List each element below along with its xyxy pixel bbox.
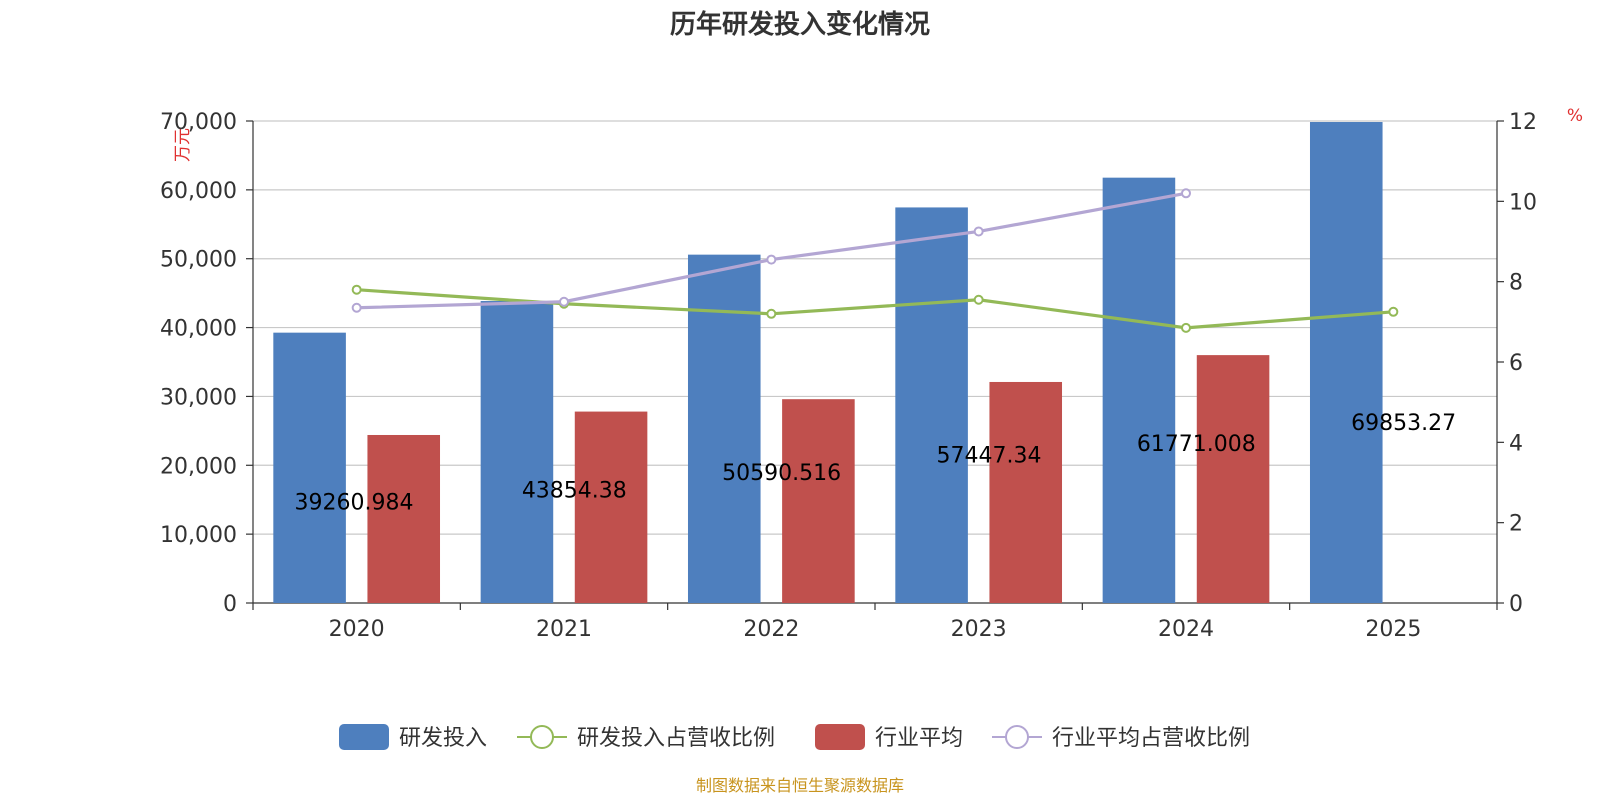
bar-rd-investment xyxy=(895,207,968,604)
bar-data-label: 43854.38 xyxy=(522,478,627,503)
left-tick-label: 30,000 xyxy=(160,385,237,410)
left-tick-label: 70,000 xyxy=(160,110,237,135)
bar-data-label: 50590.516 xyxy=(722,461,841,486)
line-point xyxy=(1388,306,1399,317)
left-tick-label: 0 xyxy=(223,592,237,617)
bar-data-label: 57447.34 xyxy=(936,443,1041,468)
bar-industry-average xyxy=(782,399,855,603)
bar-industry-average xyxy=(989,381,1063,603)
legend-label: 行业平均占营收比例 xyxy=(1052,726,1250,751)
x-tick-label: 2021 xyxy=(536,617,592,642)
right-tick-label: 10 xyxy=(1509,190,1537,215)
bar-rd-investment xyxy=(273,332,346,603)
line-point xyxy=(766,308,777,319)
legend-item[interactable]: 行业平均 xyxy=(815,724,963,751)
left-tick-label: 60,000 xyxy=(160,179,237,204)
legend-item[interactable]: 行业平均占营收比例 xyxy=(992,725,1250,751)
bar-data-label: 61771.008 xyxy=(1137,432,1256,457)
left-tick-label: 10,000 xyxy=(160,523,237,548)
line-industry-ratio xyxy=(356,191,1187,310)
line-point xyxy=(766,254,777,265)
line-point xyxy=(559,296,569,307)
legend-item[interactable]: 研发投入占营收比例 xyxy=(517,725,775,751)
line-point xyxy=(351,284,362,295)
data-labels: 39260.984 43854.38 50590.516 57447.34 61771.… xyxy=(294,411,1456,515)
left-tick-label: 20,000 xyxy=(160,454,237,479)
legend-swatch-bar xyxy=(815,724,865,750)
x-tick-label: 2020 xyxy=(329,617,385,642)
line-point xyxy=(1181,188,1191,199)
bar-industry-average xyxy=(1196,355,1270,603)
legend[interactable]: 研发投入 研发投入占营收比例 行业平均 行业平均占营收比例 xyxy=(339,724,1250,751)
bar-rd-investment xyxy=(1102,177,1176,604)
right-tick-label: 4 xyxy=(1509,431,1523,456)
chart-title: 历年研发投入变化情况 xyxy=(670,9,930,40)
right-tick-label: 6 xyxy=(1509,351,1523,376)
legend-label: 研发投入 xyxy=(399,726,487,751)
left-axis-unit: 万元 xyxy=(173,128,193,162)
x-tick-label: 2025 xyxy=(1365,617,1421,642)
bar-rd-investment xyxy=(480,301,554,603)
data-source-note: 制图数据来自恒生聚源数据库 xyxy=(696,776,904,795)
right-tick-label: 2 xyxy=(1509,512,1523,537)
bars xyxy=(273,122,1383,604)
line-point xyxy=(351,302,362,313)
x-tick-label: 2024 xyxy=(1158,617,1214,642)
bar-data-label: 39260.984 xyxy=(294,490,413,515)
legend-swatch-marker xyxy=(530,725,554,749)
line-point xyxy=(1181,322,1191,333)
left-tick-label: 40,000 xyxy=(160,317,237,342)
left-tick-label: 50,000 xyxy=(160,248,237,273)
legend-swatch-bar xyxy=(339,724,389,750)
grid-lines xyxy=(253,120,1497,535)
bar-rd-investment xyxy=(1309,122,1383,603)
axes: 0 10,000 20,000 30,000 40,000 50,000 60,000 70,… xyxy=(160,110,1537,642)
legend-swatch-marker xyxy=(1005,725,1029,749)
bar-industry-average xyxy=(367,434,441,603)
legend-label: 行业平均 xyxy=(875,726,963,751)
legend-item[interactable]: 研发投入 xyxy=(339,724,487,751)
bar-rd-investment xyxy=(687,254,761,603)
line-point xyxy=(973,294,984,305)
legend-label: 研发投入占营收比例 xyxy=(577,726,775,751)
series-lines xyxy=(351,188,1399,333)
line-point xyxy=(973,226,984,237)
x-tick-label: 2022 xyxy=(743,617,799,642)
right-axis-unit: % xyxy=(1567,106,1583,126)
right-tick-label: 12 xyxy=(1509,110,1537,135)
bar-data-label: 69853.27 xyxy=(1351,411,1456,436)
bar-industry-average xyxy=(574,411,648,603)
x-tick-label: 2023 xyxy=(951,617,1007,642)
right-tick-label: 8 xyxy=(1509,271,1523,296)
right-tick-label: 0 xyxy=(1509,592,1523,617)
